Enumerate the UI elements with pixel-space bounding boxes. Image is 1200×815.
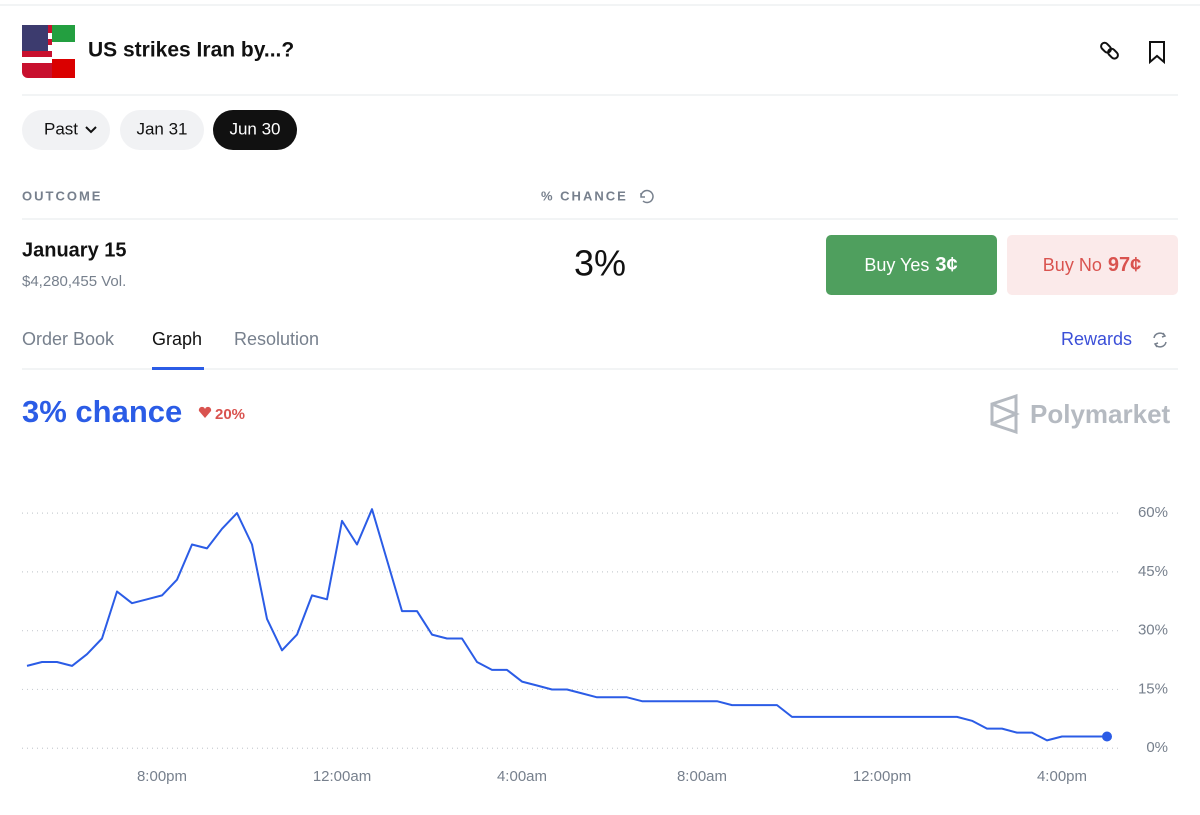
last-point (1102, 731, 1112, 742)
chart-change: 20% (215, 406, 245, 423)
x-tick-label: 12:00pm (853, 768, 911, 785)
outcome-name: January 15 (22, 239, 127, 261)
y-tick-label: 0% (1146, 739, 1168, 756)
y-tick-label: 15% (1138, 680, 1168, 697)
buy-yes-button[interactable]: Buy Yes 3¢ (826, 235, 997, 295)
refresh-icon[interactable] (640, 189, 654, 204)
tab-indicator (152, 367, 204, 370)
filter-label: Jan 31 (136, 119, 187, 138)
chart-chance: 3% chance (22, 394, 182, 429)
y-tick-label: 30% (1138, 622, 1168, 639)
y-tick-label: 60% (1138, 504, 1168, 521)
brand-logo (990, 393, 1020, 435)
change-down-icon (198, 406, 212, 418)
filter-pill[interactable]: Jan 31 (120, 110, 204, 150)
button-price: 3¢ (935, 254, 957, 276)
brand-name: Polymarket (1030, 399, 1171, 429)
tab-selected[interactable]: Graph (152, 329, 202, 349)
y-tick-label: 45% (1138, 563, 1168, 580)
filter-pill[interactable]: Past (22, 110, 110, 150)
filter-label: Past (44, 119, 78, 138)
market-title: US strikes Iran by...? (88, 39, 294, 62)
tab[interactable]: Resolution (234, 329, 319, 349)
button-price: 97¢ (1108, 254, 1141, 276)
column-header: OUTCOME (22, 188, 102, 203)
filter-pill-selected[interactable]: Jun 30 (213, 110, 297, 150)
x-tick-label: 4:00pm (1037, 768, 1087, 785)
x-tick-label: 12:00am (313, 768, 371, 785)
x-tick-label: 8:00pm (137, 768, 187, 785)
outcome-chance: 3% (574, 243, 626, 284)
rewards-link[interactable]: Rewards (1061, 329, 1132, 349)
chart: 0% 15% 30% 45% 60% 8:00pm 12:00am 4:00am 8:00am 1… (22, 504, 1168, 785)
column-header: % CHANCE (541, 188, 628, 203)
button-label: Buy Yes (864, 255, 929, 275)
refresh-icon[interactable] (1153, 332, 1167, 348)
x-tick-label: 8:00am (677, 768, 727, 785)
price-line (26, 508, 1107, 742)
bookmark-button[interactable] (1149, 41, 1165, 65)
link-button[interactable] (1100, 41, 1120, 60)
buy-no-button[interactable]: Buy No 97¢ (1007, 235, 1178, 295)
outcome-volume: $4,280,455 Vol. (22, 273, 126, 290)
market-icon (22, 25, 75, 78)
x-tick-label: 4:00am (497, 768, 547, 785)
button-label: Buy No (1043, 255, 1102, 275)
tab[interactable]: Order Book (22, 329, 115, 349)
filter-label: Jun 30 (229, 119, 280, 138)
